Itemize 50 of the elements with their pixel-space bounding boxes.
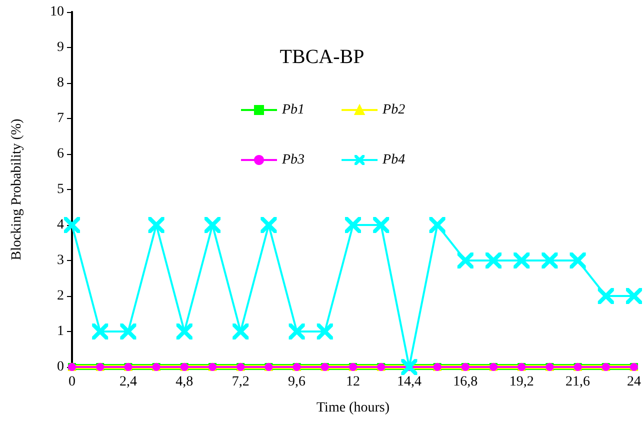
point [232,324,249,340]
point [486,252,502,268]
x-tick-label: 19,2 [509,374,534,390]
y-tick-label: 2 [57,288,64,304]
y-tick-label: 7 [57,111,64,126]
point [542,252,558,268]
point [260,217,277,233]
x-tick-label: 2,4 [119,374,137,390]
y-tick-label: 6 [57,146,64,162]
x-tick-label: 14,4 [396,374,422,390]
x-tick-label: 12 [346,374,360,390]
x-tick-label: 4,8 [176,374,194,390]
y-tick-label: 0 [57,360,64,374]
point [345,217,361,233]
legend-label: Pb2 [382,102,406,118]
x-tick-label: 0 [68,374,76,390]
point [92,324,108,340]
point [570,252,586,268]
text: TBCA-BP [280,46,364,68]
point [457,252,474,268]
point [204,217,220,233]
x-tick-label: 16,8 [453,374,478,390]
y-axis-title: Blocking Probability (%) [10,118,24,260]
point [429,217,446,233]
point [598,288,614,304]
x-tick-label: 9,6 [288,374,306,390]
y-tick-label: 3 [57,253,64,268]
point [373,217,390,233]
y-tick-label: 1 [57,324,64,339]
legend-label: Pb4 [382,152,406,168]
point [120,324,136,340]
point [626,288,642,304]
y-tick-label: 4 [57,218,64,232]
legend-label: Pb1 [281,102,305,118]
point [316,324,333,340]
x-tick-label: 24 [627,374,641,390]
point [148,217,164,233]
x-tick-label: 7,2 [232,374,250,390]
y-tick-label: 8 [57,76,64,90]
point [176,324,192,340]
x-axis-title: Time (hours) [316,400,390,416]
y-tick-label: 9 [57,40,64,55]
point [64,217,80,233]
legend-label: Pb3 [281,152,305,168]
point [288,324,305,340]
y-tick-label: 10 [50,4,64,20]
y-tick-label: 5 [57,182,64,197]
point [401,359,418,375]
point [514,252,530,268]
x-tick-label: 21,6 [566,374,590,390]
